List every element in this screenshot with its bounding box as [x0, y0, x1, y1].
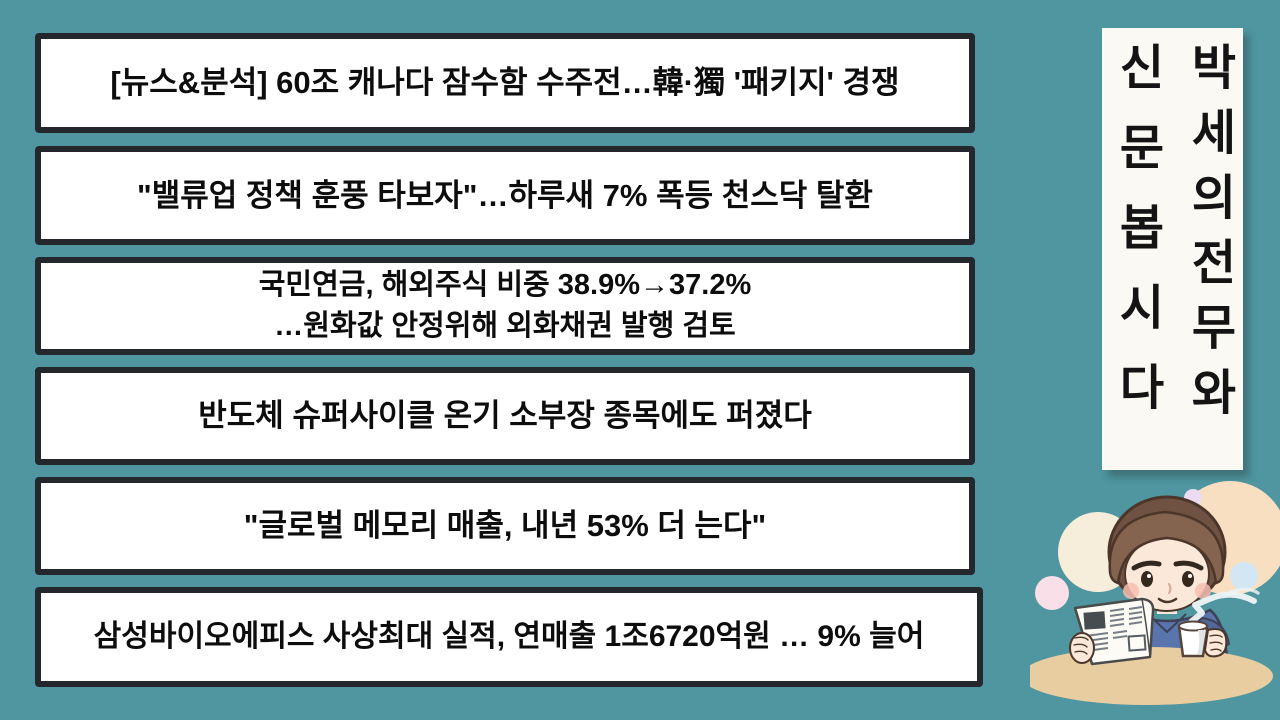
left-hand-fingers [1073, 636, 1089, 655]
left-blush [1123, 583, 1139, 599]
left-eye-glint [1147, 574, 1151, 578]
newspaper-text-lines-right [1109, 606, 1143, 627]
coffee-cup-group [1177, 587, 1260, 658]
hair-front [1108, 510, 1225, 585]
headline-text: 삼성바이오에피스 사상최대 실적, 연매출 1조6720억원 … 9% 늘어 [93, 620, 925, 653]
cup-rim [1178, 620, 1208, 632]
nose [1168, 583, 1172, 594]
headline-box-5: "글로벌 메모리 매출, 내년 53% 더 는다" [35, 477, 975, 575]
headline-box-6: 삼성바이오에피스 사상최대 실적, 연매출 1조6720억원 … 9% 늘어 [35, 587, 983, 687]
left-eyebrow [1131, 560, 1162, 571]
headline-text: "글로벌 메모리 매출, 내년 53% 더 는다" [243, 508, 767, 544]
right-eye-glint [1188, 574, 1192, 578]
banner-column-left: 신문봅시다 [1109, 42, 1165, 442]
newspaper-fold [1141, 598, 1151, 658]
headline-text-line-1: 국민연금, 해외주식 비중 38.9%→37.2% [258, 269, 752, 302]
right-hand-fingers [1209, 634, 1223, 652]
headline-box-3: 국민연금, 해외주식 비중 38.9%→37.2% …원화값 안정위해 외화채권… [35, 257, 975, 355]
vertical-banner-text: 박세의전무와 신문봅시다 [1101, 42, 1245, 462]
right-eyebrow [1173, 560, 1204, 571]
decor-circle-blue [1230, 562, 1258, 590]
cup-shade [1197, 630, 1206, 654]
newspaper-text-lines-bottom [1085, 630, 1128, 652]
decor-circle-pink [1035, 576, 1069, 610]
headline-text: [뉴스&분석] 60조 캐나다 잠수함 수주전…韓·獨 '패키지' 경쟁 [110, 65, 900, 101]
headline-box-2: "밸류업 정책 훈풍 타보자"…하루새 7% 폭등 천스닥 탈환 [35, 146, 975, 245]
newspaper-ad-box [1127, 634, 1147, 652]
steam-icon [1189, 591, 1257, 624]
mouth [1157, 597, 1178, 604]
shirt-collar-line [1149, 613, 1187, 634]
banner-column-right: 박세의전무와 [1181, 42, 1237, 432]
headline-text: "밸류업 정책 훈풍 타보자"…하루새 7% 폭등 천스닥 탈환 [137, 177, 873, 213]
newspaper-photo [1083, 611, 1106, 630]
headline-box-1: [뉴스&분석] 60조 캐나다 잠수함 수주전…韓·獨 '패키지' 경쟁 [35, 33, 975, 133]
newspaper-group [1069, 597, 1155, 666]
headline-box-4: 반도체 슈퍼사이클 온기 소부장 종목에도 퍼졌다 [35, 367, 975, 465]
headline-text: 반도체 슈퍼사이클 온기 소부장 종목에도 퍼졌다 [198, 398, 812, 434]
table [1030, 647, 1273, 705]
right-blush [1195, 583, 1211, 599]
right-eye [1182, 571, 1194, 587]
man-reading-newspaper-illustration [1030, 481, 1280, 705]
steam-echo [1229, 587, 1260, 595]
headline-text-line-2: …원화값 안정위해 외화채권 발행 검토 [274, 310, 736, 342]
left-eye [1141, 571, 1153, 587]
vertical-banner: 박세의전무와 신문봅시다 [1102, 28, 1243, 470]
